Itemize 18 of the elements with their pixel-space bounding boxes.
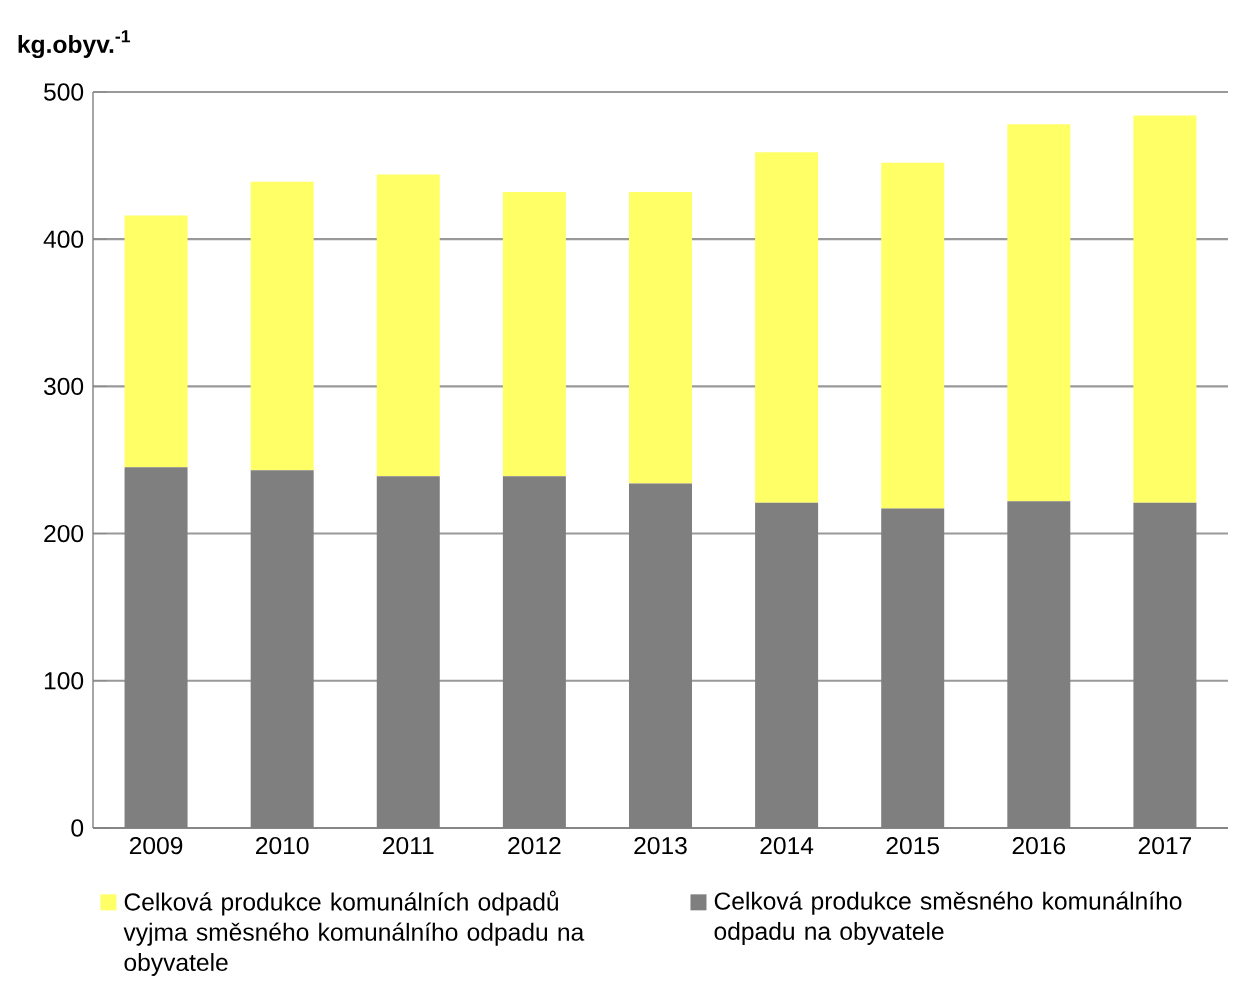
x-tick-label: 2014	[760, 836, 814, 855]
x-tick-label: 2009	[129, 836, 183, 855]
x-tick-label: 2010	[256, 836, 309, 855]
x-tick-label: 2017	[1138, 836, 1192, 855]
y-tick-label: 500	[44, 83, 84, 101]
x-tick-label: 2013	[634, 836, 687, 855]
x-tick-label: 2016	[1012, 836, 1066, 855]
y-tick-label: 100	[44, 672, 84, 690]
x-tick-label: 2012	[508, 836, 561, 855]
legend-label: Celková produkce směsného komunálního odpadu na obyvatele	[714, 891, 1182, 945]
y-tick-label: 0	[71, 819, 84, 837]
x-tick-label: 2015	[886, 836, 939, 855]
y-tick-label: 200	[44, 524, 84, 543]
legend-label: Celková produkce komunálních odpadů vyjma směsného komunálního odpadu na obyvatele	[123, 890, 585, 976]
x-tick-label: 2011	[383, 836, 434, 855]
y-tick-label: 400	[43, 230, 84, 248]
y-tick-label: 300	[44, 377, 84, 396]
y-axis-title: kg.obyv.$^{-1}$	[18, 30, 131, 59]
